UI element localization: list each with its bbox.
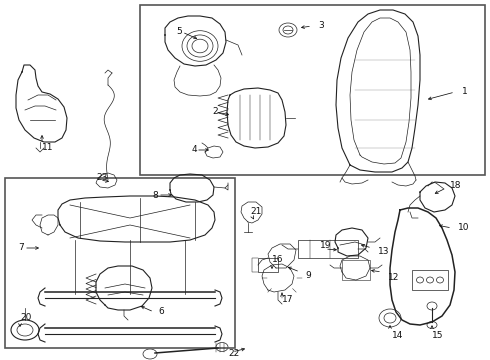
Text: 18: 18 <box>450 181 462 190</box>
Bar <box>298 240 358 258</box>
Text: 8: 8 <box>152 190 158 199</box>
Bar <box>258 258 278 272</box>
Bar <box>342 260 370 280</box>
Text: 17: 17 <box>282 296 294 305</box>
Text: 22: 22 <box>228 350 239 359</box>
Text: 9: 9 <box>305 270 311 279</box>
Bar <box>140 5 485 175</box>
Text: 10: 10 <box>458 224 469 233</box>
Bar <box>5 178 235 348</box>
Text: 6: 6 <box>158 307 164 316</box>
Text: 11: 11 <box>42 144 53 153</box>
Text: 2: 2 <box>212 108 218 117</box>
Text: 20: 20 <box>20 314 31 323</box>
Text: 12: 12 <box>388 274 399 283</box>
Text: 19: 19 <box>320 242 332 251</box>
Text: 14: 14 <box>392 330 403 339</box>
Text: 4: 4 <box>192 145 197 154</box>
Text: 3: 3 <box>318 22 324 31</box>
Text: 16: 16 <box>272 256 284 265</box>
Text: 21: 21 <box>250 207 261 216</box>
Text: 23: 23 <box>96 174 107 183</box>
Text: 7: 7 <box>18 243 24 252</box>
Bar <box>412 270 448 290</box>
Text: 15: 15 <box>432 330 443 339</box>
Text: 13: 13 <box>378 248 390 256</box>
Text: 5: 5 <box>176 27 182 36</box>
Text: 1: 1 <box>462 87 468 96</box>
